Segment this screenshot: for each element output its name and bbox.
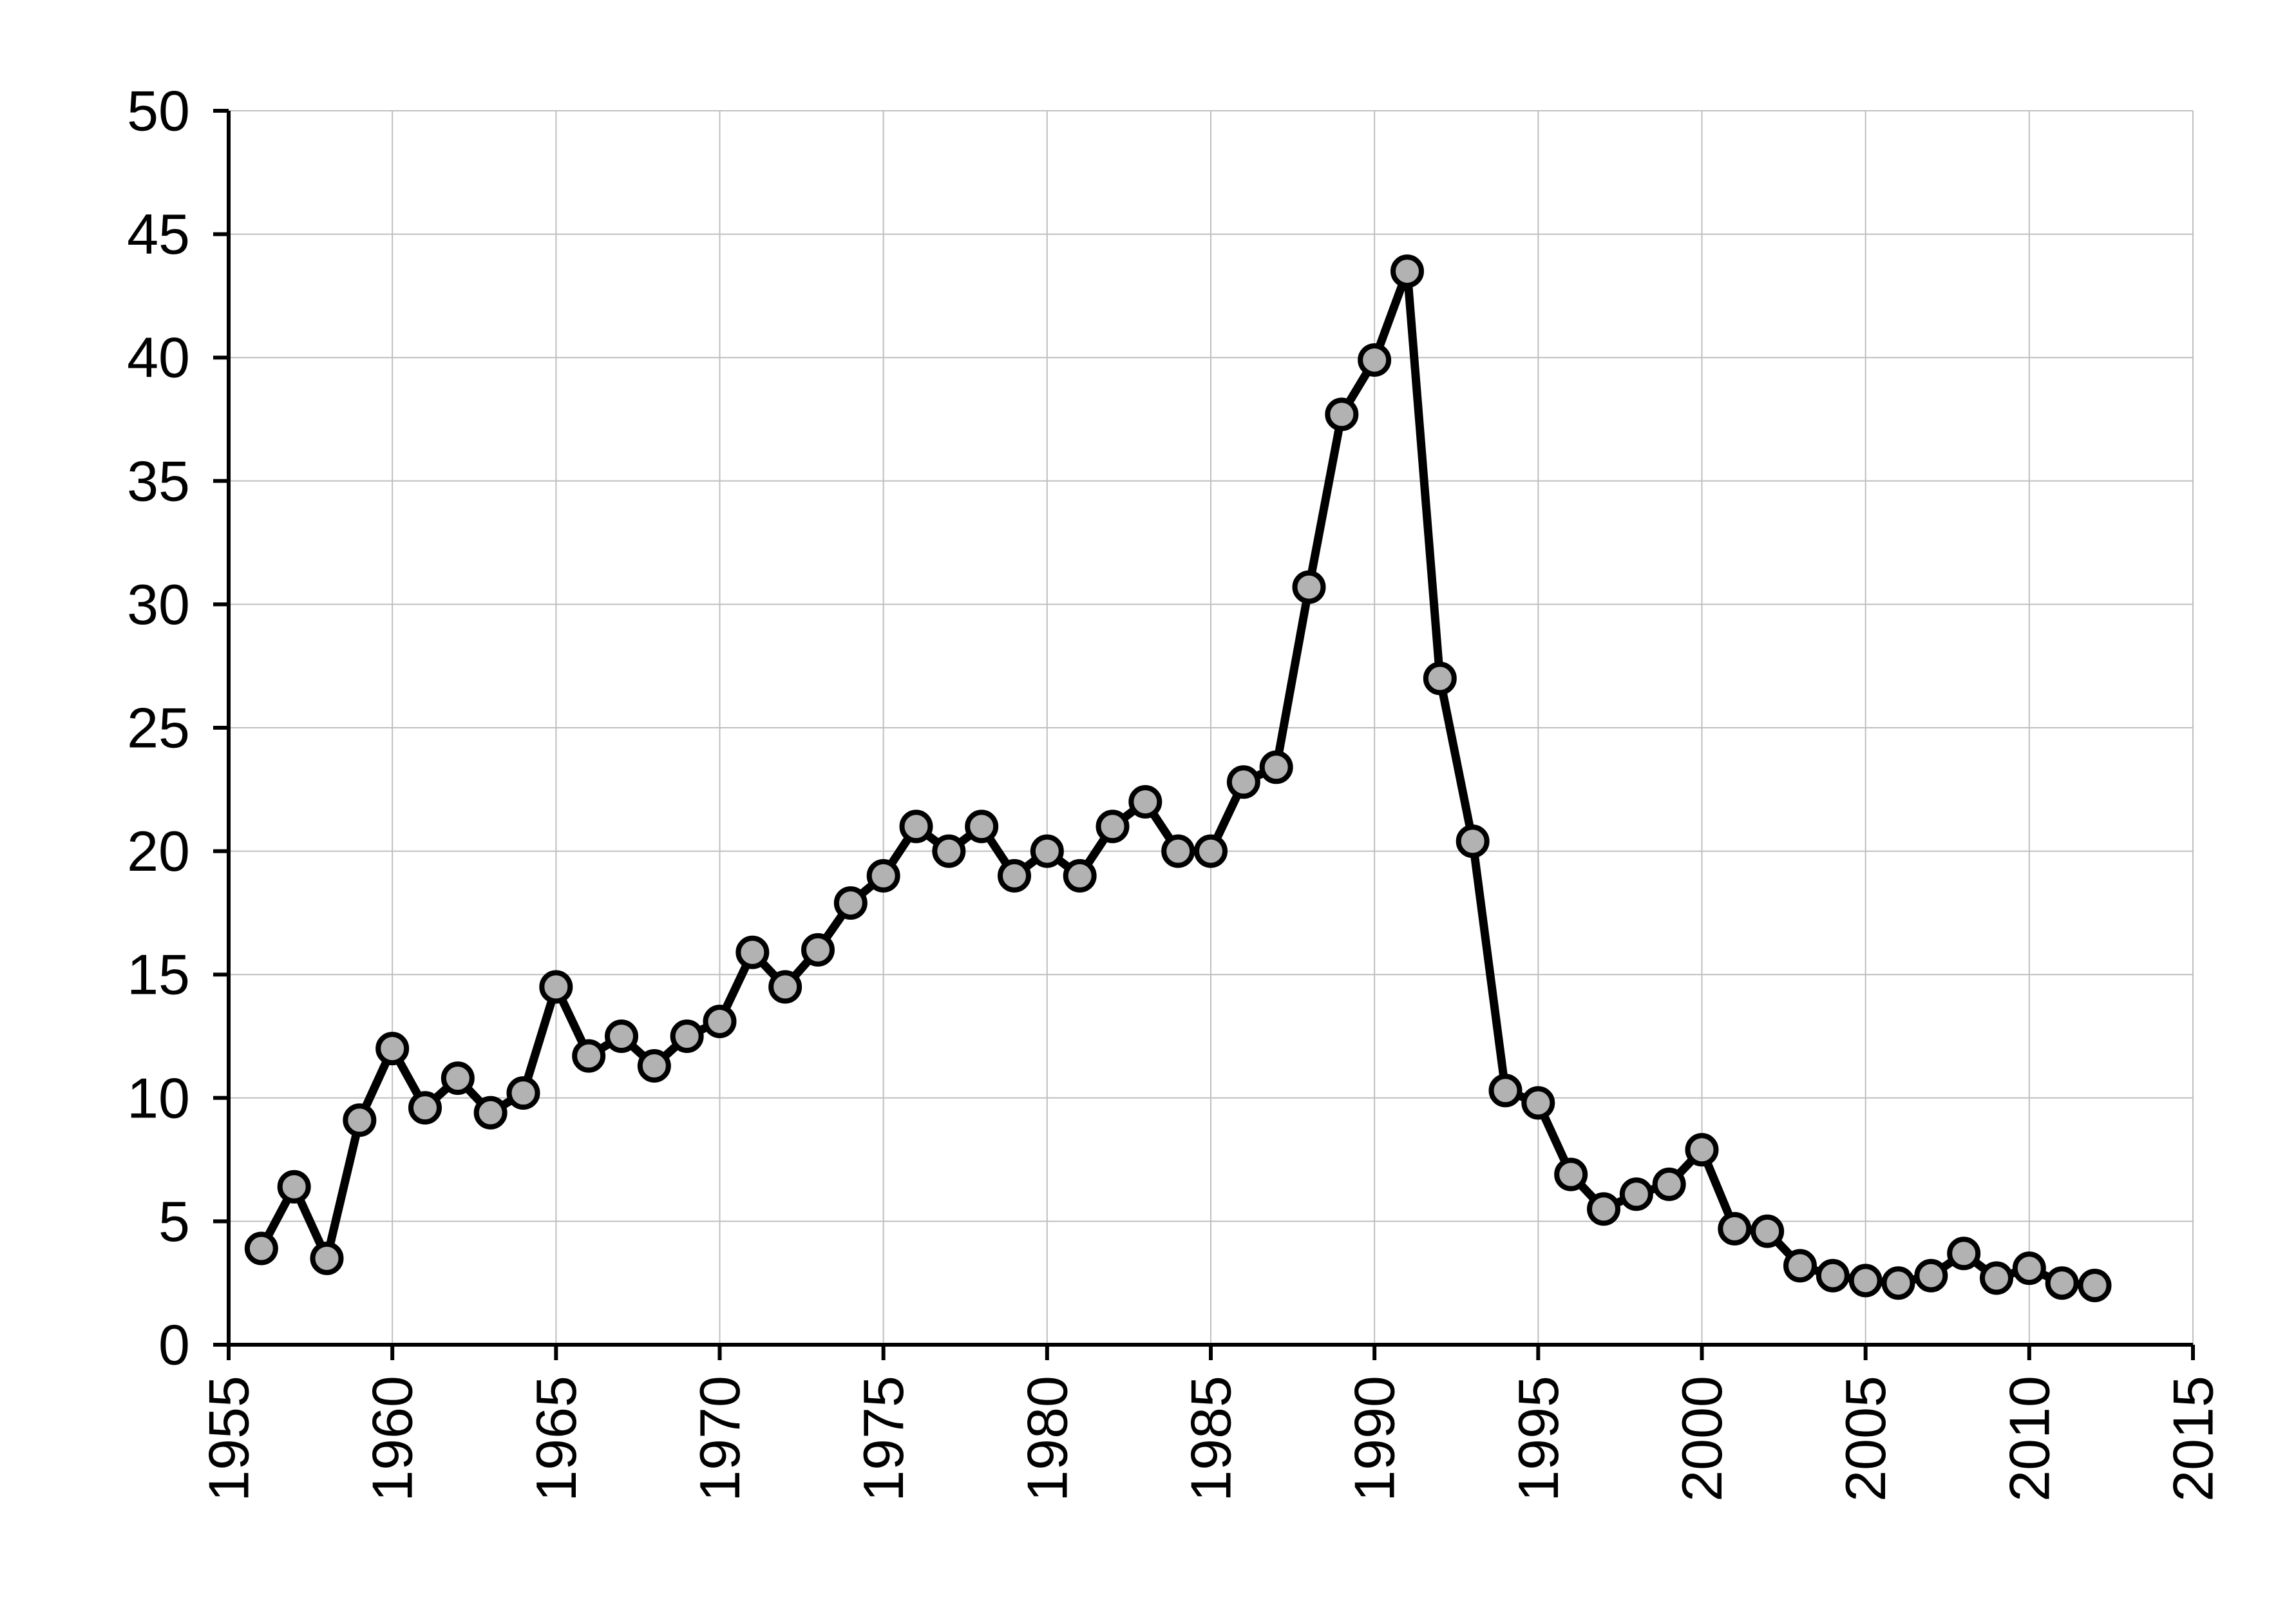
data-point-2011 [2045,1266,2079,1300]
data-point-1973 [801,933,835,967]
data-point-2009 [1980,1261,2013,1295]
data-point-1981 [1063,858,1097,893]
x-tick-label-1990: 1990 [1343,1376,1407,1502]
data-point-1994 [1488,1074,1523,1108]
x-tick-label-2000: 2000 [1670,1376,1734,1502]
data-point-2003 [1783,1249,1817,1283]
y-tick-label-35: 35 [127,449,190,513]
series-layer [244,254,2112,1303]
x-tick-label-1965: 1965 [524,1376,588,1502]
gridlines [229,110,2194,1345]
data-point-1976 [899,810,933,844]
data-point-1968 [637,1048,671,1083]
data-point-1972 [768,970,802,1004]
x-tick-label-1985: 1985 [1179,1376,1243,1502]
data-point-1963 [473,1095,508,1130]
x-tick-label-1995: 1995 [1506,1376,1570,1502]
x-tick-label-2010: 2010 [1997,1376,2061,1502]
tick-marks [213,109,2195,1360]
y-tick-label-20: 20 [127,819,190,883]
x-tick-label-1955: 1955 [197,1376,261,1502]
x-tick-label-2005: 2005 [1834,1376,1897,1502]
data-point-1962 [441,1061,475,1095]
data-point-1960 [375,1032,410,1066]
y-tick-label-50: 50 [127,79,190,143]
data-point-1992 [1423,661,1457,696]
y-tick-label-10: 10 [127,1066,190,1130]
data-point-1984 [1161,834,1195,868]
x-tick-label-1980: 1980 [1015,1376,1079,1502]
data-point-1978 [965,810,999,844]
data-point-2007 [1914,1258,1948,1293]
data-point-1988 [1292,570,1326,604]
data-point-1996 [1554,1157,1588,1191]
data-point-2001 [1718,1211,1752,1246]
data-point-2005 [1848,1264,1883,1298]
x-tick-label-1970: 1970 [688,1376,752,1502]
data-point-2004 [1816,1258,1850,1293]
data-point-1970 [703,1005,737,1039]
y-tick-label-15: 15 [127,943,190,1007]
data-point-2000 [1685,1133,1719,1167]
data-point-1990 [1358,343,1392,377]
data-point-2002 [1750,1214,1785,1248]
x-tick-label-1975: 1975 [851,1376,915,1502]
data-point-2008 [1947,1237,1981,1271]
data-point-2010 [2012,1251,2046,1285]
y-tick-label-5: 5 [158,1190,190,1253]
y-tick-label-30: 30 [127,573,190,636]
data-point-1987 [1259,750,1293,784]
data-point-1998 [1619,1177,1653,1211]
data-point-1974 [833,886,868,920]
data-point-1989 [1325,397,1359,431]
data-point-1959 [343,1103,377,1137]
x-tick-label-1960: 1960 [361,1376,424,1502]
data-point-1975 [866,858,900,893]
data-point-1991 [1390,254,1424,289]
data-point-1958 [310,1241,344,1275]
y-tick-label-0: 0 [158,1313,190,1377]
data-point-1993 [1456,824,1490,858]
data-point-1957 [277,1170,311,1204]
data-point-1965 [539,970,573,1004]
data-point-1997 [1587,1192,1620,1226]
data-point-1985 [1194,834,1228,868]
data-point-1999 [1652,1167,1686,1201]
data-point-2006 [1881,1266,1915,1300]
data-point-1969 [670,1019,704,1053]
data-point-1982 [1096,810,1130,844]
data-point-1966 [572,1039,606,1073]
x-tick-label-2015: 2015 [2161,1376,2225,1502]
y-tick-label-45: 45 [127,202,190,266]
data-point-1964 [506,1076,540,1110]
y-tick-label-40: 40 [127,326,190,390]
data-point-1961 [408,1091,442,1125]
data-point-1971 [735,935,770,969]
data-point-1967 [605,1019,638,1053]
data-point-1979 [998,858,1031,893]
data-point-2012 [2078,1269,2112,1303]
data-point-1956 [244,1231,278,1266]
data-point-1977 [932,834,966,868]
series-line [257,267,2099,1290]
tick-labels: 0 5 10 15 20 25 30 35 40 45 50 1955 1960 1965 1970 1975… [127,79,2225,1502]
data-point-1983 [1128,784,1162,819]
data-point-1995 [1521,1086,1555,1120]
data-point-1986 [1226,765,1260,799]
data-point-1980 [1030,834,1064,868]
y-tick-label-25: 25 [127,696,190,760]
